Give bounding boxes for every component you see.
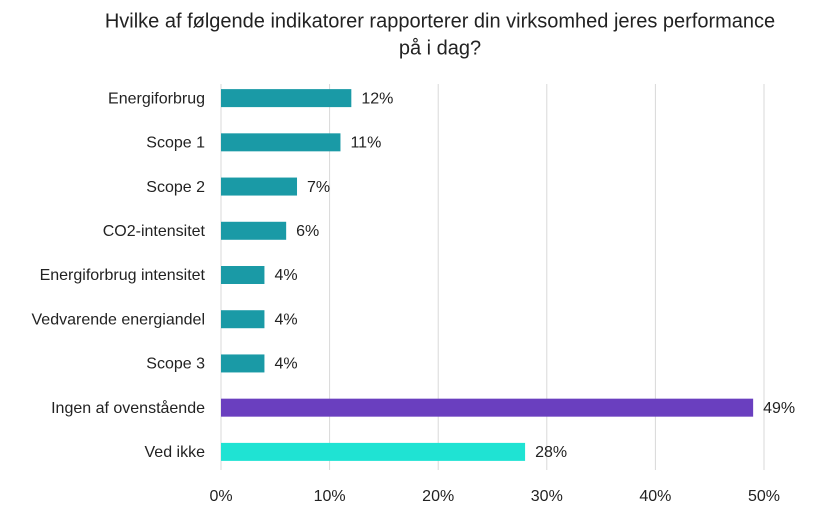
bar bbox=[221, 310, 265, 329]
y-tick-label: Ved ikke bbox=[145, 444, 206, 461]
y-tick-label: Ingen af ovenstående bbox=[51, 399, 205, 417]
value-label: 11% bbox=[350, 135, 381, 152]
bar bbox=[221, 133, 341, 152]
x-tick-label: 10% bbox=[314, 488, 346, 505]
y-tick-label: Scope 2 bbox=[146, 179, 205, 196]
y-tick-label: Energiforbrug intensitet bbox=[40, 267, 206, 284]
y-tick-label: CO2-intensitet bbox=[103, 223, 206, 240]
x-tick-label: 20% bbox=[422, 488, 454, 505]
value-label: 12% bbox=[361, 90, 393, 107]
x-tick-label: 30% bbox=[531, 488, 563, 505]
value-label: 28% bbox=[535, 444, 567, 461]
bar bbox=[221, 266, 265, 284]
bar bbox=[221, 89, 352, 108]
y-tick-label: Scope 3 bbox=[146, 356, 205, 373]
chart-title: Hvilke af følgende indikatorer rapporter… bbox=[105, 10, 775, 32]
value-label: 7% bbox=[307, 179, 330, 196]
bar bbox=[221, 177, 298, 196]
x-tick-label: 40% bbox=[639, 488, 671, 505]
value-label: 4% bbox=[274, 356, 297, 373]
bar bbox=[221, 221, 287, 240]
bar bbox=[221, 398, 754, 417]
value-label: 6% bbox=[296, 223, 319, 240]
value-label: 4% bbox=[274, 311, 297, 328]
y-tick-label: Vedvarende energiandel bbox=[32, 311, 205, 328]
y-tick-label: Energiforbrug bbox=[108, 90, 205, 107]
value-label: 49% bbox=[763, 400, 795, 417]
chart-title: på i dag? bbox=[399, 37, 481, 59]
bar bbox=[221, 442, 526, 461]
x-tick-label: 0% bbox=[209, 488, 232, 505]
x-tick-label: 50% bbox=[748, 488, 780, 505]
value-label: 4% bbox=[274, 267, 297, 284]
bar bbox=[221, 354, 265, 373]
y-tick-label: Scope 1 bbox=[146, 135, 205, 152]
